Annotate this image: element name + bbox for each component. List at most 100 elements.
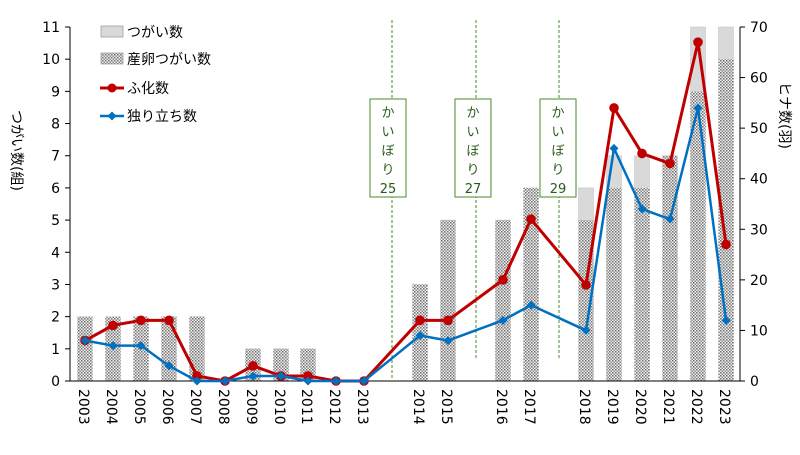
bar-laying-pair-count: [523, 187, 539, 381]
legend-label-pair-count: つがい数: [127, 25, 183, 41]
kaibori-label-char: り: [466, 163, 479, 178]
fledge-count-point: [443, 336, 453, 346]
y-right-tick-label: 20: [750, 273, 768, 289]
fledge-count-point: [609, 143, 619, 153]
fledge-count-point: [220, 376, 230, 386]
kaibori-label-char: り: [551, 163, 564, 178]
bar-laying-pair-count: [718, 59, 734, 381]
fledge-count-point: [192, 376, 202, 386]
legend-marker-fledge-count: [107, 111, 117, 121]
fledge-count-point: [80, 336, 90, 346]
y-left-tick-label: 7: [51, 149, 60, 165]
x-tick-label: 2021: [660, 389, 676, 425]
legend-label-hatch-count: ふ化数: [127, 81, 169, 97]
legend-marker-hatch-count: [107, 83, 117, 93]
legend-swatch-laying-pair-count: [100, 52, 124, 65]
bar-laying-pair-count: [690, 91, 706, 381]
x-tick-label: 2019: [604, 389, 620, 425]
x-tick-label: 2010: [271, 389, 287, 425]
y-left-tick-label: 8: [51, 117, 60, 133]
fledge-count-point: [526, 300, 536, 310]
hatch-count-point: [248, 361, 258, 371]
x-tick-label: 2012: [326, 389, 342, 425]
y-right-tick-label: 60: [750, 71, 768, 87]
hatch-count-point: [665, 158, 675, 169]
y-left-tick-label: 6: [51, 181, 60, 197]
fledge-count-point: [415, 330, 425, 340]
legend-label-fledge-count: 独り立ち数: [127, 109, 197, 125]
x-tick-label: 2016: [493, 389, 509, 425]
kaibori-label-char: い: [551, 125, 564, 140]
y-left-tick-label: 4: [51, 245, 60, 261]
hatch-count-point: [303, 371, 313, 381]
kaibori-label-number: 27: [465, 182, 482, 197]
x-tick-label: 2009: [243, 389, 259, 425]
kaibori-label-number: 25: [380, 182, 397, 197]
bar-laying-pair-count: [161, 316, 177, 381]
hatch-count-point: [609, 103, 619, 113]
x-tick-label: 2003: [75, 389, 91, 425]
hatch-count-point: [498, 275, 508, 285]
hatch-count-point: [637, 148, 647, 159]
y-left-tick-label: 0: [51, 374, 60, 390]
x-tick-label: 2014: [410, 389, 426, 425]
x-tick-label: 2011: [298, 389, 314, 425]
hatch-count-point: [136, 315, 146, 326]
y-left-tick-label: 9: [51, 84, 60, 100]
fledge-count-point: [693, 103, 703, 113]
fledge-count-point: [164, 361, 174, 371]
y-left-tick-label: 11: [42, 20, 60, 36]
x-tick-label: 2020: [632, 389, 648, 425]
x-tick-label: 2007: [187, 389, 203, 425]
legend: つがい数 産卵つがい数 ふ化数 独り立ち数: [100, 25, 211, 125]
fledge-count-point: [498, 315, 508, 325]
kaibori-label-char: か: [551, 106, 564, 121]
kaibori-label-char: ぼ: [466, 144, 479, 159]
hatch-count-point: [721, 239, 731, 250]
y-left-tick-label: 3: [51, 277, 60, 293]
fledge-count-point: [136, 341, 146, 351]
bar-laying-pair-count: [606, 187, 622, 381]
x-tick-label: 2015: [438, 389, 454, 425]
bar-laying-pair-count: [77, 316, 93, 381]
y-right-tick-label: 0: [750, 374, 759, 390]
fledge-count-point: [303, 376, 313, 386]
hatch-count-point: [581, 280, 591, 290]
hatch-count-point: [526, 214, 536, 224]
hatch-count-point: [108, 320, 118, 331]
fledge-count-point: [581, 325, 591, 335]
fledge-count-point: [721, 315, 731, 325]
x-tick-label: 2008: [215, 389, 231, 425]
x-tick-label: 2022: [688, 389, 704, 425]
bar-laying-pair-count: [189, 316, 205, 381]
kaibori-label-char: か: [466, 106, 479, 121]
y-right-tick-label: 70: [750, 20, 768, 36]
bar-laying-pair-count: [495, 220, 511, 381]
hatch-count-point: [693, 37, 703, 47]
hatch-count-line: [84, 40, 728, 383]
kaibori-label-number: 29: [550, 182, 567, 197]
y-left-axis-title: つがい数(組): [8, 110, 24, 191]
y-right-axis-title: ヒナ数(羽): [776, 82, 792, 149]
x-tick-label: 2017: [521, 389, 537, 425]
bar-laying-pair-count: [662, 155, 678, 381]
x-tick-label: 2023: [716, 389, 732, 425]
fledge-count-point: [637, 204, 647, 214]
fledge-count-point: [331, 376, 341, 386]
kaibori-label-char: ぼ: [381, 144, 394, 159]
fledge-count-point: [665, 214, 675, 224]
legend-swatch-pair-count: [100, 25, 124, 38]
legend-label-laying-pair-count: 産卵つがい数: [127, 52, 211, 68]
x-tick-label: 2018: [576, 389, 592, 425]
kaibori-label-char: い: [466, 125, 479, 140]
hatch-count-point: [415, 315, 425, 326]
x-tick-label: 2005: [131, 389, 147, 425]
y-left-tick-label: 10: [42, 52, 60, 68]
x-tick-label: 2004: [103, 389, 119, 425]
kaibori-label-char: り: [381, 163, 394, 178]
fledge-count-point: [248, 371, 258, 381]
kaibori-label-char: か: [381, 106, 394, 121]
bar-laying-pair-count: [634, 187, 650, 381]
kaibori-label-char: い: [381, 125, 394, 140]
